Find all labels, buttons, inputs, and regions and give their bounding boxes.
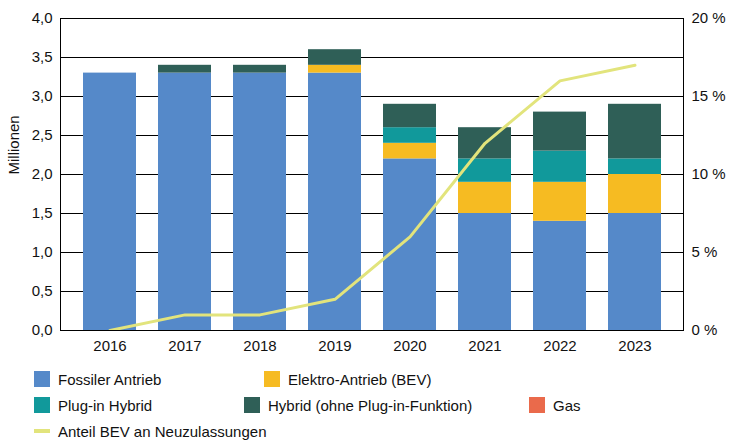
svg-text:10 %: 10 % — [692, 165, 726, 182]
svg-text:2023: 2023 — [618, 337, 651, 354]
svg-text:Millionen: Millionen — [5, 115, 22, 174]
html-text:Hybrid (ohne Plug-in-Funktion): Hybrid (ohne Plug-in-Funktion) — [268, 396, 473, 414]
svg-text:2017: 2017 — [168, 337, 201, 354]
html-text:Fossiler Antrieb: Fossiler Antrieb — [58, 370, 162, 388]
html-text:Elektro-Antrieb (BEV): Elektro-Antrieb (BEV) — [288, 370, 432, 388]
svg-text:20 %: 20 % — [692, 9, 726, 26]
svg-text:0,5: 0,5 — [32, 282, 53, 299]
svg-text:0 %: 0 % — [692, 321, 718, 338]
svg-text:2016: 2016 — [93, 337, 126, 354]
svg-text:0,0: 0,0 — [32, 321, 53, 338]
svg-text:1,5: 1,5 — [32, 204, 53, 221]
svg-text:2022: 2022 — [543, 337, 576, 354]
svg-text:2,5: 2,5 — [32, 126, 53, 143]
svg-text:15 %: 15 % — [692, 87, 726, 104]
svg-text:2018: 2018 — [243, 337, 276, 354]
svg-text:3,0: 3,0 — [32, 87, 53, 104]
svg-text:2,0: 2,0 — [32, 165, 53, 182]
svg-text:2019: 2019 — [318, 337, 351, 354]
svg-text:1,0: 1,0 — [32, 243, 53, 260]
html-text:Plug-in Hybrid: Plug-in Hybrid — [58, 396, 153, 414]
svg-text:5 %: 5 % — [692, 243, 718, 260]
html-text:Gas: Gas — [553, 396, 581, 414]
svg-text:4,0: 4,0 — [32, 9, 53, 26]
svg-text:2020: 2020 — [393, 337, 426, 354]
svg-text:3,5: 3,5 — [32, 48, 53, 65]
svg-text:2021: 2021 — [468, 337, 501, 354]
html-text:Anteil BEV an Neuzulassungen: Anteil BEV an Neuzulassungen — [58, 422, 267, 440]
